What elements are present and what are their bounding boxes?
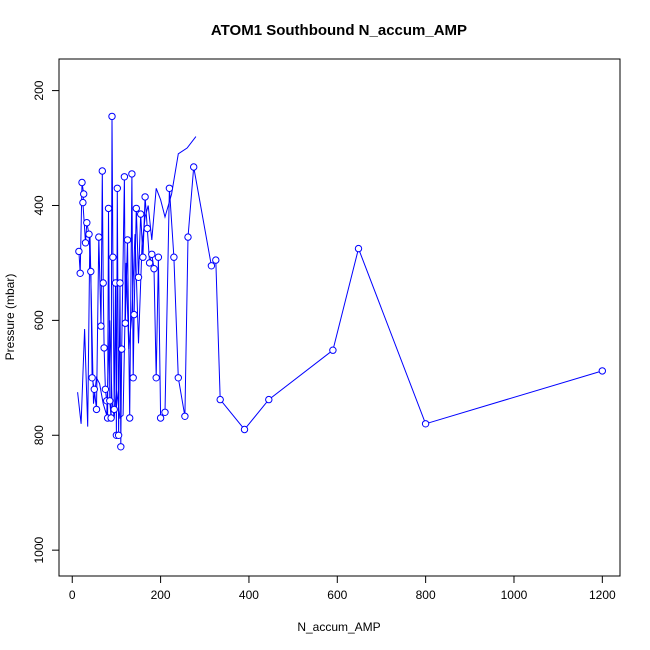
- data-point: [88, 374, 96, 382]
- data-point: [143, 224, 152, 233]
- y-tick-label: 200: [32, 80, 46, 100]
- data-point: [212, 256, 220, 264]
- data-point: [79, 198, 87, 207]
- data-point: [85, 230, 93, 238]
- data-point: [108, 112, 116, 121]
- x-axis-label: N_accum_AMP: [297, 620, 380, 634]
- y-axis: 200 400 600 800 1000: [32, 80, 60, 564]
- data-point: [150, 265, 158, 273]
- x-tick-label: 600: [327, 588, 347, 602]
- data-point: [75, 247, 83, 256]
- data-point: [78, 178, 86, 187]
- data-point: [106, 397, 114, 405]
- data-point: [145, 259, 154, 267]
- data-point: [109, 253, 117, 261]
- data-point: [95, 233, 103, 241]
- data-point: [329, 346, 337, 354]
- data-point: [134, 273, 143, 281]
- data-point: [137, 210, 145, 218]
- data-point: [240, 425, 249, 434]
- data-point: [421, 420, 430, 428]
- data-point: [152, 374, 160, 382]
- data-point: [97, 322, 105, 330]
- y-tick-label: 400: [32, 195, 46, 215]
- data-point: [99, 279, 107, 287]
- y-axis-label: Pressure (mbar): [3, 274, 17, 361]
- data-point: [216, 395, 224, 404]
- x-tick-label: 1200: [589, 588, 616, 602]
- data-point: [598, 367, 606, 375]
- data-point: [110, 405, 118, 414]
- series-line-1: [77, 136, 197, 427]
- data-point: [118, 345, 126, 353]
- x-axis: 0 200 400 600 800 1000 1200: [69, 575, 616, 602]
- x-tick-label: 1000: [501, 588, 528, 602]
- y-tick-label: 600: [32, 310, 46, 330]
- data-point: [184, 233, 192, 241]
- data-point: [123, 236, 132, 244]
- data-point: [190, 163, 198, 171]
- data-point: [107, 414, 115, 422]
- plot-area: [58, 58, 621, 577]
- data-point: [139, 253, 147, 261]
- data-point: [114, 431, 123, 439]
- data-point: [100, 344, 108, 352]
- data-point: [98, 167, 107, 175]
- data-point: [141, 193, 149, 201]
- data-point: [132, 204, 141, 213]
- data-point: [174, 374, 183, 382]
- data-point: [92, 405, 101, 414]
- data-point: [116, 279, 124, 287]
- data-point: [129, 374, 137, 382]
- data-point: [170, 253, 178, 261]
- data-point: [104, 204, 113, 213]
- y-tick-label: 1000: [32, 536, 46, 563]
- y-tick-label: 800: [32, 425, 46, 445]
- series-layer: [75, 112, 606, 451]
- data-point: [121, 319, 130, 327]
- data-point: [265, 395, 273, 404]
- data-point: [87, 267, 95, 276]
- chart-title: ATOM1 Southbound N_accum_AMP: [211, 22, 467, 39]
- data-point: [90, 385, 99, 393]
- data-point: [354, 244, 363, 253]
- data-point: [148, 250, 156, 259]
- data-point: [165, 184, 174, 193]
- data-point: [128, 170, 136, 178]
- x-tick-label: 0: [69, 588, 76, 602]
- data-point: [101, 385, 110, 393]
- data-point: [120, 173, 129, 181]
- data-point: [161, 408, 169, 416]
- plot-frame: [58, 58, 621, 577]
- data-point: [83, 219, 91, 227]
- data-point: [130, 310, 138, 319]
- data-point: [207, 262, 216, 270]
- data-point: [156, 414, 165, 422]
- data-point: [181, 412, 189, 420]
- data-point: [113, 184, 122, 193]
- data-point: [76, 269, 84, 277]
- x-tick-label: 400: [239, 588, 259, 602]
- data-point: [117, 443, 125, 451]
- data-point: [80, 190, 88, 198]
- x-tick-label: 800: [416, 588, 436, 602]
- data-point: [154, 253, 163, 261]
- x-tick-label: 200: [151, 588, 171, 602]
- data-point: [81, 239, 90, 247]
- series-line-0: [78, 116, 603, 447]
- data-point: [126, 414, 134, 422]
